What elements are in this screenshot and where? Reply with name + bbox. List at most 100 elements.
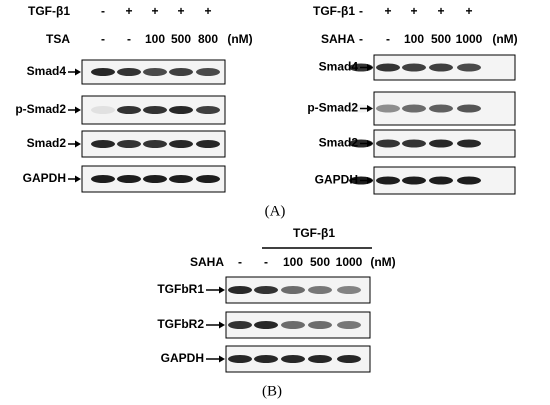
band [143, 140, 167, 148]
band [402, 104, 426, 113]
arrow-head [219, 355, 225, 363]
band [402, 176, 426, 185]
lane-label: - [127, 32, 131, 46]
band [196, 140, 220, 148]
band [457, 104, 481, 113]
blot-label: Smad4 [319, 60, 359, 74]
blot-label: GAPDH [161, 351, 204, 365]
row-label: TSA [46, 32, 70, 46]
lane-label: 100 [283, 255, 303, 269]
arrow-head [219, 286, 225, 294]
band [337, 355, 361, 363]
band [376, 63, 400, 72]
lane-label: - [101, 32, 105, 46]
row-label: SAHA [321, 32, 355, 46]
unit-label: (nM) [492, 32, 517, 46]
lane-label: - [359, 4, 363, 18]
blot-frame [373, 91, 516, 126]
band [143, 175, 167, 183]
band [228, 321, 252, 329]
arrow-head [367, 105, 373, 112]
unit-label: (nM) [227, 32, 252, 46]
treatment-label: TGF-β1 [293, 226, 335, 240]
band [429, 139, 453, 148]
band [457, 176, 481, 185]
band [308, 286, 332, 294]
row-label: SAHA [190, 255, 224, 269]
row-label: TGF-β1 [28, 4, 70, 18]
band [196, 106, 220, 114]
band [228, 286, 252, 294]
band [117, 140, 141, 148]
band [91, 175, 115, 183]
band [281, 286, 305, 294]
band [254, 286, 278, 294]
band [169, 68, 193, 76]
band [143, 68, 167, 76]
lane-label: + [384, 4, 391, 18]
lane-label: - [264, 255, 268, 269]
band [457, 139, 481, 148]
lane-label: 800 [198, 32, 218, 46]
panel-label: (A) [265, 203, 286, 219]
lane-label: 100 [404, 32, 424, 46]
band [281, 355, 305, 363]
band [143, 106, 167, 114]
lane-label: 1000 [456, 32, 483, 46]
arrow-head [367, 64, 373, 71]
blot-label: p-Smad2 [15, 102, 66, 116]
lane-label: - [386, 32, 390, 46]
band [169, 140, 193, 148]
panel-label: (B) [262, 383, 282, 399]
band [117, 106, 141, 114]
lane-label: + [151, 4, 158, 18]
lane-label: + [204, 4, 211, 18]
blot-label: GAPDH [315, 173, 358, 187]
lane-label: 1000 [336, 255, 363, 269]
blot-label: Smad4 [27, 64, 67, 78]
band [196, 175, 220, 183]
blot-label: Smad2 [27, 136, 67, 150]
lane-label: + [410, 4, 417, 18]
arrow-head [219, 321, 225, 329]
band [228, 355, 252, 363]
band [308, 321, 332, 329]
band [91, 106, 115, 114]
lane-label: + [465, 4, 472, 18]
band [281, 321, 305, 329]
lane-label: 500 [310, 255, 330, 269]
band [337, 321, 361, 329]
lane-label: 100 [145, 32, 165, 46]
lane-label: + [437, 4, 444, 18]
band [169, 106, 193, 114]
band [376, 176, 400, 185]
band [337, 286, 361, 294]
band [169, 175, 193, 183]
arrow-head [367, 177, 373, 184]
lane-label: 500 [431, 32, 451, 46]
lane-label: - [238, 255, 242, 269]
lane-label: + [177, 4, 184, 18]
blot-label: Smad2 [319, 136, 359, 150]
band [196, 68, 220, 76]
blot-label: TGFbR2 [157, 317, 204, 331]
band [91, 140, 115, 148]
lane-label: 500 [171, 32, 191, 46]
band [457, 63, 481, 72]
lane-label: + [125, 4, 132, 18]
band [117, 68, 141, 76]
arrow-head [367, 140, 373, 147]
band [429, 176, 453, 185]
row-label: TGF-β1 [313, 4, 355, 18]
arrow-head [75, 140, 81, 148]
blot-label: GAPDH [23, 171, 66, 185]
band [429, 63, 453, 72]
band [254, 355, 278, 363]
arrow-head [75, 68, 81, 76]
band [376, 139, 400, 148]
band [308, 355, 332, 363]
blot-label: TGFbR1 [157, 282, 204, 296]
arrow-head [75, 106, 81, 114]
unit-label: (nM) [370, 255, 395, 269]
band [402, 139, 426, 148]
